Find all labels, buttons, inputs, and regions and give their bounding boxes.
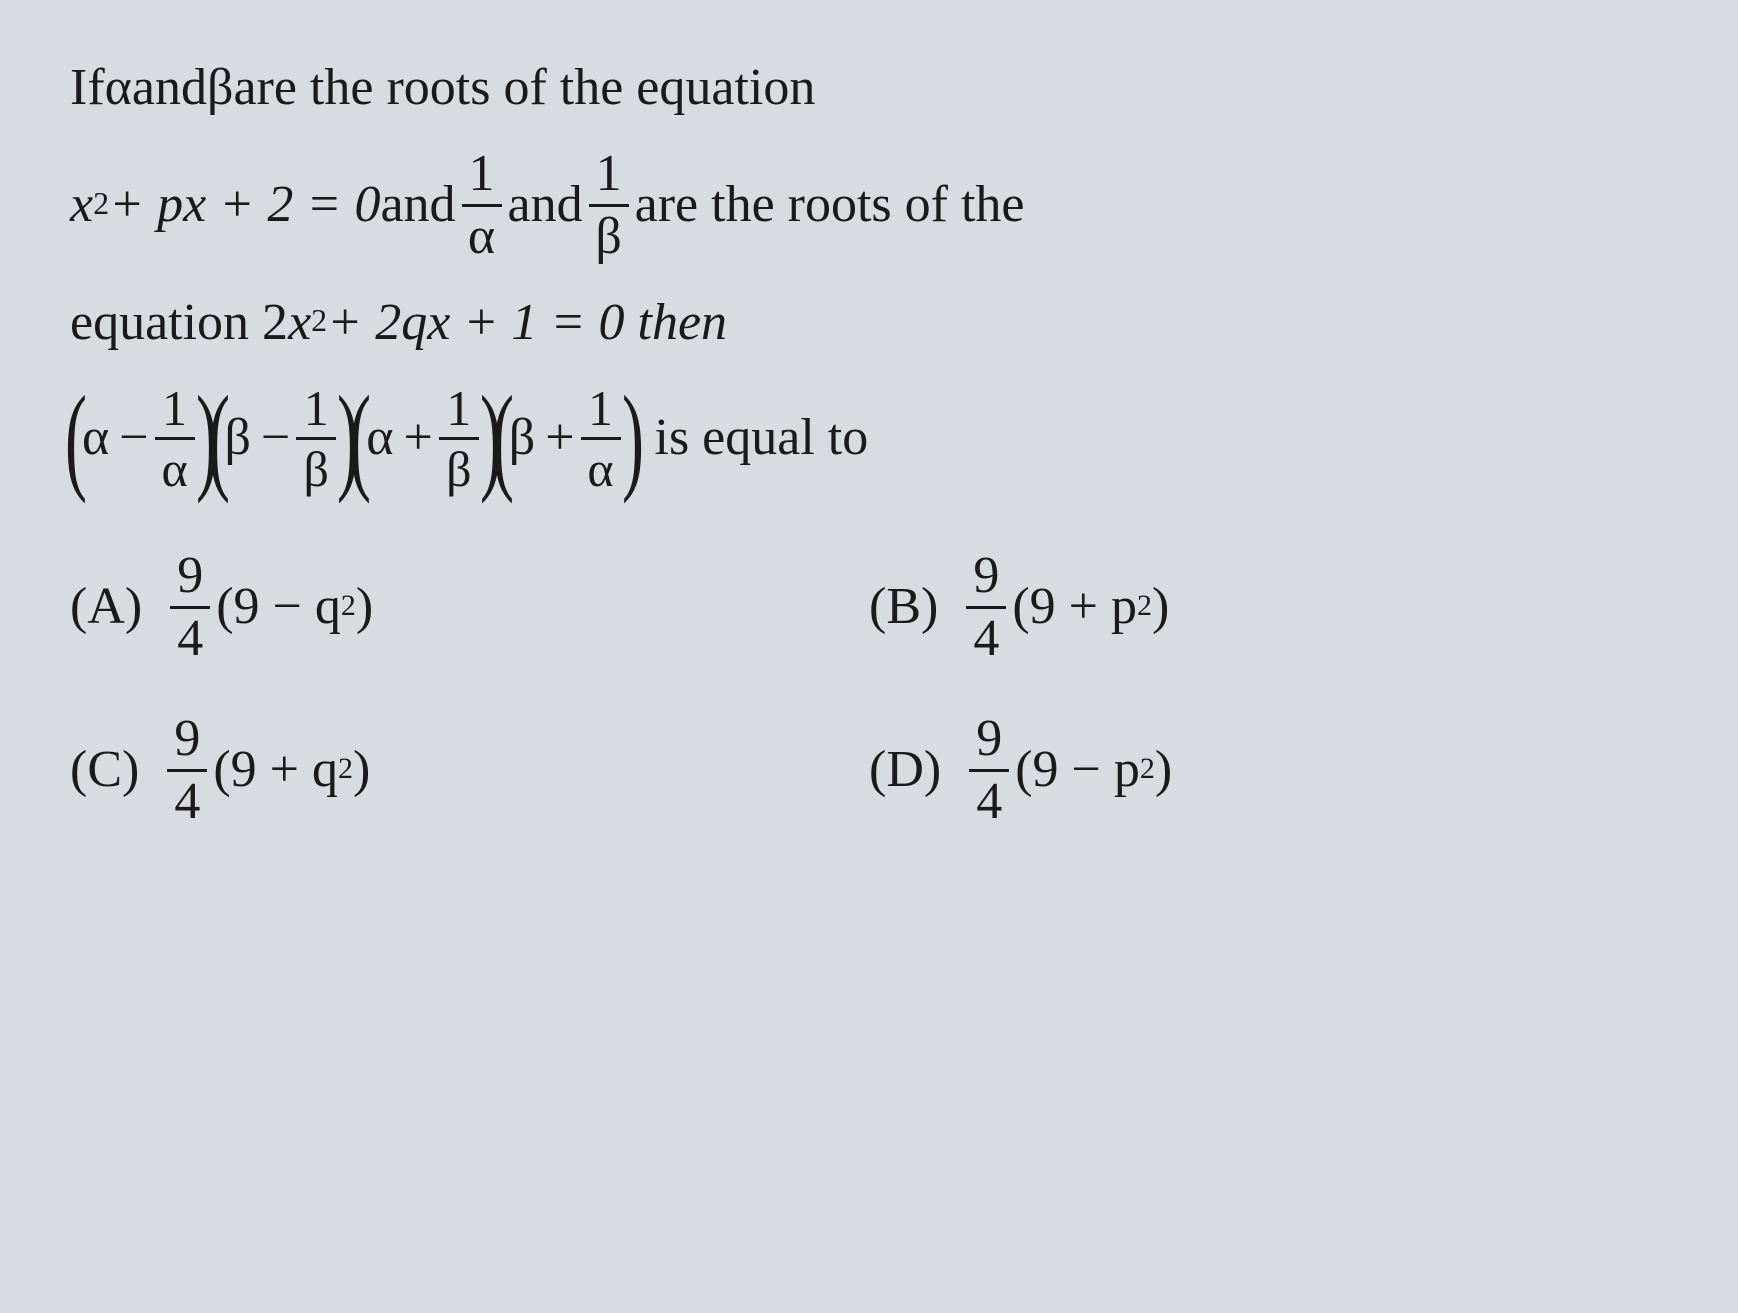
alpha-symbol: α (105, 58, 132, 118)
frac-num: 1 (296, 381, 336, 435)
stem-line-2: x 2 + px + 2 = 0 and 1 α and 1 β are the… (70, 146, 1668, 265)
text-and-2: and (380, 175, 455, 235)
frac-bar (155, 437, 195, 440)
frac-num: 9 (969, 711, 1009, 767)
g4-frac: 1 α (581, 381, 621, 496)
paren-group-1: ( α − 1 α ) (70, 381, 213, 496)
frac-den: 4 (966, 611, 1006, 667)
option-b-close: ) (1152, 577, 1169, 637)
frac-den: 4 (170, 611, 210, 667)
option-a-sup: 2 (341, 589, 356, 624)
option-c-close: ) (353, 740, 370, 800)
eq1-sup: 2 (93, 185, 109, 222)
question-page: If α and β are the roots of the equation… (0, 0, 1738, 880)
text-and-1: and (132, 58, 207, 118)
frac-num: 1 (581, 381, 621, 435)
text-and-3: and (508, 175, 583, 235)
option-b-label: (B) (869, 577, 938, 637)
option-c-label: (C) (70, 740, 139, 800)
option-c-frac: 9 4 (167, 711, 207, 830)
g1-op: − (119, 408, 148, 468)
paren-group-4: ( β + 1 α ) (497, 381, 639, 496)
option-d-close: ) (1155, 740, 1172, 800)
option-c-expr: (9 + q (213, 740, 338, 800)
option-d-sup: 2 (1140, 752, 1155, 787)
eq2-rest: + 2qx + 1 = 0 then (327, 293, 727, 353)
frac-bar (296, 437, 336, 440)
g3-frac: 1 β (439, 381, 479, 496)
frac-num: 1 (439, 381, 479, 435)
eq2-sup: 2 (311, 302, 327, 339)
frac-bar (167, 769, 207, 772)
frac-num: 9 (170, 548, 210, 604)
frac-bar (170, 606, 210, 609)
stem-line-3: equation 2 x 2 + 2qx + 1 = 0 then (70, 293, 1668, 353)
options-container: (A) 9 4 (9 − q 2 ) (B) 9 4 (9 + p 2 ) (C… (70, 504, 1668, 830)
option-a-label: (A) (70, 577, 142, 637)
eq2-x: x (288, 293, 311, 353)
beta-symbol: β (207, 58, 233, 118)
frac-den: 4 (969, 774, 1009, 830)
paren-group-3: ( α + 1 β ) (354, 381, 497, 496)
option-d-label: (D) (869, 740, 941, 800)
text-if: If (70, 58, 105, 118)
option-b[interactable]: (B) 9 4 (9 + p 2 ) (869, 548, 1668, 667)
frac-num: 1 (462, 146, 502, 202)
eq1-x: x (70, 175, 93, 235)
g4-op: + (545, 408, 574, 468)
frac-bar (969, 769, 1009, 772)
frac-den: β (439, 442, 479, 496)
option-c[interactable]: (C) 9 4 (9 + q 2 ) (70, 711, 869, 830)
option-d[interactable]: (D) 9 4 (9 − p 2 ) (869, 711, 1668, 830)
paren-left-icon: ( (65, 384, 87, 492)
frac-den: β (296, 442, 336, 496)
frac-1-over-alpha: 1 α (462, 146, 502, 265)
frac-bar (462, 204, 502, 207)
text-tail-2: are the roots of the (635, 175, 1025, 235)
option-a-frac: 9 4 (170, 548, 210, 667)
frac-num: 1 (589, 146, 629, 202)
paren-right-icon: ) (622, 384, 644, 492)
option-d-expr: (9 − p (1015, 740, 1140, 800)
option-b-expr: (9 + p (1012, 577, 1137, 637)
paren-left-icon: ( (492, 384, 514, 492)
frac-den: α (581, 442, 621, 496)
g2-frac: 1 β (296, 381, 336, 496)
frac-1-over-beta: 1 β (589, 146, 629, 265)
frac-den: 4 (167, 774, 207, 830)
paren-left-icon: ( (349, 384, 371, 492)
stem-line-4: ( α − 1 α ) ( β − 1 β ) ( (70, 381, 1668, 496)
option-a-close: ) (356, 577, 373, 637)
g1-frac: 1 α (155, 381, 195, 496)
frac-bar (439, 437, 479, 440)
frac-bar (966, 606, 1006, 609)
frac-den: α (155, 442, 195, 496)
g2-op: − (261, 408, 290, 468)
option-a-expr: (9 − q (216, 577, 341, 637)
stem-line-1: If α and β are the roots of the equation (70, 58, 1668, 118)
frac-num: 9 (966, 548, 1006, 604)
g3-op: + (403, 408, 432, 468)
text-roots: are the roots of the equation (233, 58, 815, 118)
frac-num: 1 (155, 381, 195, 435)
option-b-frac: 9 4 (966, 548, 1006, 667)
frac-bar (581, 437, 621, 440)
paren-left-icon: ( (208, 384, 230, 492)
eq1-rest: + px + 2 = 0 (109, 175, 380, 235)
eq2-prefix: equation 2 (70, 293, 288, 353)
text-is-equal-to: is equal to (655, 408, 869, 468)
frac-bar (589, 204, 629, 207)
frac-den: β (589, 209, 629, 265)
option-b-sup: 2 (1137, 589, 1152, 624)
option-d-frac: 9 4 (969, 711, 1009, 830)
frac-num: 9 (167, 711, 207, 767)
paren-group-2: ( β − 1 β ) (213, 381, 355, 496)
frac-den: α (462, 209, 502, 265)
option-a[interactable]: (A) 9 4 (9 − q 2 ) (70, 548, 869, 667)
option-c-sup: 2 (338, 752, 353, 787)
